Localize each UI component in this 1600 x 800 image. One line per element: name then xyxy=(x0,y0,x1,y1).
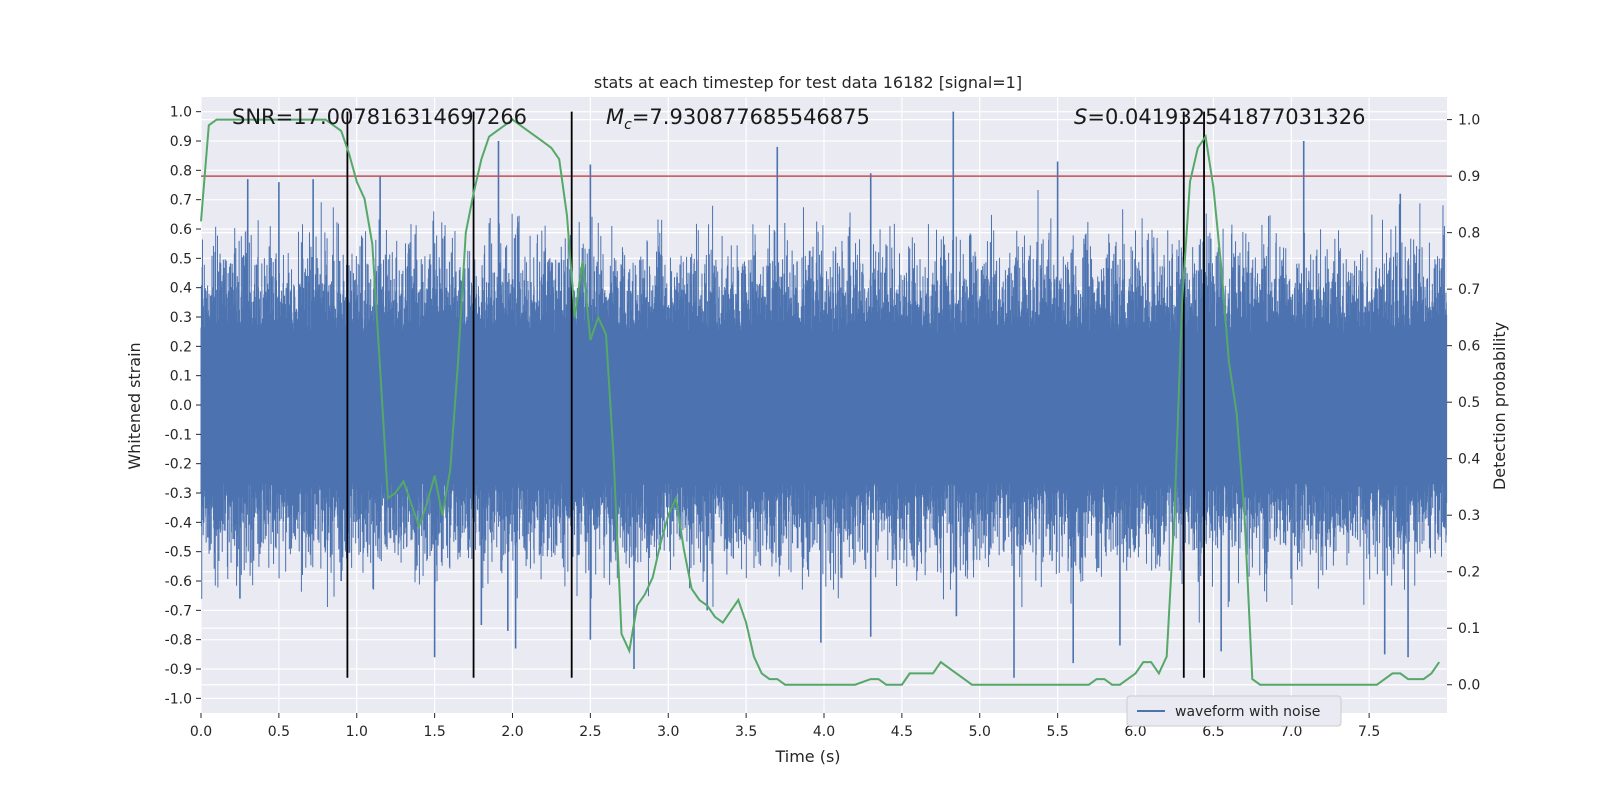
y-left-tick-label: 0.2 xyxy=(170,339,192,355)
chirp-mass-annotation: Mc=7.930877685546875 xyxy=(606,105,870,133)
x-axis-label: Time (s) xyxy=(774,747,840,766)
x-tick-label: 1.5 xyxy=(423,724,445,740)
x-tick-label: 1.0 xyxy=(346,724,368,740)
y-right-tick-label: 0.6 xyxy=(1458,339,1480,355)
x-tick-label: 0.5 xyxy=(268,724,290,740)
s-symbol: S xyxy=(1074,105,1087,129)
y-right-tick-label: 0.2 xyxy=(1458,565,1480,581)
y-right-tick-label: 0.3 xyxy=(1458,508,1480,524)
y-right-tick-label: 0.1 xyxy=(1458,621,1480,637)
y-left-tick-label: 0.1 xyxy=(170,369,192,385)
y-right-axis-ticks: 1.0 0.9 0.8 0.7 0.6 0.5 0.4 0.3 0.2 0.1 0.0 xyxy=(1447,113,1480,694)
y-right-tick-label: 0.8 xyxy=(1458,226,1480,242)
y-left-tick-label: -0.8 xyxy=(165,633,192,649)
x-tick-label: 7.0 xyxy=(1280,724,1302,740)
y-left-tick-label: 0.9 xyxy=(170,134,192,150)
y-left-tick-label: -0.5 xyxy=(165,545,192,561)
y-left-tick-label: 0.8 xyxy=(170,163,192,179)
y-left-axis-label: Whitened strain xyxy=(125,342,144,469)
x-tick-label: 2.5 xyxy=(579,724,601,740)
y-left-tick-label: -0.2 xyxy=(165,457,192,473)
s-value: =0.041932541877031326 xyxy=(1087,105,1365,129)
legend-box xyxy=(1126,695,1342,727)
y-left-axis-ticks: 1.0 0.9 0.8 0.7 0.6 0.5 0.4 0.3 0.2 0.1 0.0 -0.1 -0.… xyxy=(165,105,201,707)
y-right-tick-label: 0.9 xyxy=(1458,169,1480,185)
y-left-tick-label: 0.0 xyxy=(170,398,192,414)
y-left-tick-label: 0.7 xyxy=(170,193,192,209)
y-left-tick-label: -0.1 xyxy=(165,427,192,443)
mc-value: =7.930877685546875 xyxy=(632,105,870,129)
y-left-tick-label: -0.6 xyxy=(165,574,192,590)
detection-probability-series xyxy=(200,118,1441,686)
x-tick-label: 5.0 xyxy=(969,724,991,740)
waveform-core-band xyxy=(201,331,1447,485)
x-tick-label: 4.0 xyxy=(813,724,835,740)
chart-title: stats at each timestep for test data 161… xyxy=(594,73,1022,92)
detection-probability-line xyxy=(200,118,1441,686)
y-right-tick-label: 0.7 xyxy=(1458,282,1480,298)
mc-subscript: c xyxy=(624,117,632,133)
legend: waveform with noise xyxy=(1126,695,1342,727)
x-tick-label: 2.0 xyxy=(501,724,523,740)
x-tick-label: 3.5 xyxy=(735,724,757,740)
y-left-tick-label: -0.9 xyxy=(165,662,192,678)
y-right-tick-label: 0.4 xyxy=(1458,452,1480,468)
y-left-tick-label: 0.5 xyxy=(170,251,192,267)
y-right-tick-label: 0.0 xyxy=(1458,678,1480,694)
y-left-tick-label: -0.3 xyxy=(165,486,192,502)
vertical-markers xyxy=(346,111,1205,678)
y-left-tick-label: 0.3 xyxy=(170,310,192,326)
s-annotation: S=0.041932541877031326 xyxy=(1074,105,1365,129)
legend-label: waveform with noise xyxy=(1175,704,1320,720)
y-left-tick-label: -0.7 xyxy=(165,603,192,619)
x-tick-label: 5.5 xyxy=(1046,724,1068,740)
mc-symbol: M xyxy=(606,105,624,129)
x-tick-label: 0.0 xyxy=(190,724,212,740)
x-tick-label: 7.5 xyxy=(1358,724,1380,740)
x-axis-ticks: 0.0 0.5 1.0 1.5 2.0 2.5 3.0 3.5 4.0 4.5 5.0 5.5 6.0 6… xyxy=(190,713,1380,740)
y-left-tick-label: -0.4 xyxy=(165,515,192,531)
y-right-tick-label: 1.0 xyxy=(1458,113,1480,129)
x-tick-label: 6.5 xyxy=(1202,724,1224,740)
y-left-tick-label: 1.0 xyxy=(170,105,192,121)
x-tick-label: 3.0 xyxy=(657,724,679,740)
y-left-tick-label: -1.0 xyxy=(165,691,192,707)
x-tick-label: 6.0 xyxy=(1124,724,1146,740)
y-left-tick-label: 0.6 xyxy=(170,222,192,238)
x-tick-label: 4.5 xyxy=(891,724,913,740)
y-right-tick-label: 0.5 xyxy=(1458,395,1480,411)
y-right-axis-label: Detection probability xyxy=(1490,322,1509,490)
snr-annotation: SNR=17.007816314697266 xyxy=(232,105,527,129)
y-left-tick-label: 0.4 xyxy=(170,281,192,297)
